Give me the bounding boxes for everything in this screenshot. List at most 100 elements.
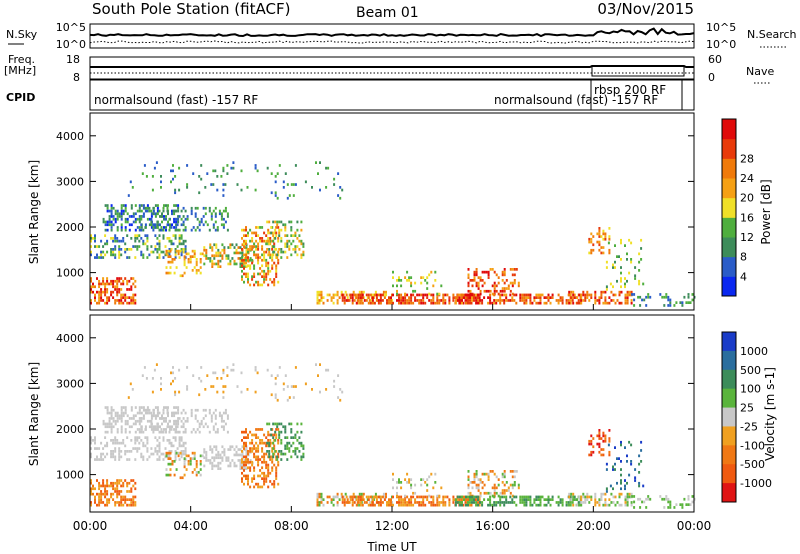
- velocity-cell: [126, 503, 129, 507]
- velocity-cell: [501, 472, 504, 476]
- velocity-cell: [162, 452, 165, 456]
- power-cell: [224, 220, 227, 224]
- velocity-cell: [257, 436, 260, 439]
- power-cell: [155, 161, 158, 164]
- velocity-cell: [545, 503, 548, 507]
- velocity-cell: [253, 466, 256, 470]
- velocity-cell: [537, 495, 540, 499]
- velocity-cell: [155, 363, 158, 366]
- velocity-cell: [116, 414, 119, 418]
- velocity-cell: [132, 501, 135, 504]
- power-cell: [280, 239, 283, 243]
- power-cell: [590, 237, 593, 241]
- velocity-cell: [519, 495, 522, 499]
- power-cell: [663, 304, 666, 307]
- power-cell: [142, 204, 145, 207]
- velocity-cell: [112, 498, 115, 501]
- power-cell: [138, 228, 141, 232]
- velocity-cell: [174, 450, 177, 453]
- velocity-cell: [261, 447, 264, 450]
- power-cell: [667, 295, 670, 299]
- power-cell: [274, 228, 277, 232]
- velocity-cell: [212, 411, 215, 415]
- velocity-cell: [118, 441, 121, 445]
- power-cell: [217, 251, 220, 255]
- velocity-cell: [120, 411, 123, 415]
- power-cell: [251, 239, 254, 243]
- power-cell: [219, 251, 222, 255]
- velocity-cell: [400, 495, 403, 499]
- power-cell: [106, 277, 109, 280]
- colorbar-tick-label: 28: [740, 152, 754, 165]
- velocity-cell: [375, 501, 378, 504]
- power-cell: [573, 296, 576, 299]
- power-cell: [267, 264, 270, 268]
- velocity-cell: [104, 503, 107, 507]
- power-cell: [503, 281, 506, 285]
- power-cell: [180, 237, 183, 240]
- velocity-cell: [322, 498, 325, 501]
- power-cell: [184, 245, 187, 248]
- power-cell: [396, 279, 398, 282]
- velocity-cell: [90, 455, 92, 459]
- velocity-cell: [245, 463, 247, 467]
- nsearch-label: N.Search: [747, 28, 797, 41]
- power-cell: [223, 246, 226, 249]
- velocity-cell: [477, 478, 480, 481]
- velocity-cell: [90, 439, 92, 442]
- velocity-cell: [497, 483, 500, 487]
- velocity-cell: [271, 469, 274, 472]
- velocity-cell: [176, 425, 179, 429]
- velocity-cell: [106, 452, 109, 456]
- power-cell: [605, 288, 608, 291]
- power-cell: [523, 296, 526, 299]
- velocity-cell: [292, 385, 295, 388]
- velocity-cell: [229, 461, 232, 465]
- power-cell: [172, 242, 175, 246]
- power-cell: [645, 295, 648, 299]
- velocity-cell: [161, 422, 163, 426]
- velocity-cell: [255, 455, 258, 459]
- power-cell: [189, 255, 192, 258]
- power-cell: [513, 293, 516, 297]
- velocity-cell: [219, 467, 222, 470]
- velocity-cell: [261, 439, 264, 442]
- power-cell: [226, 164, 229, 167]
- velocity-cell: [549, 503, 552, 507]
- velocity-cell: [263, 458, 266, 461]
- velocity-cell: [106, 492, 109, 496]
- power-cell: [253, 267, 256, 270]
- velocity-cell: [114, 414, 117, 418]
- velocity-cell: [239, 448, 242, 451]
- velocity-cell: [294, 447, 297, 450]
- velocity-cell: [328, 495, 331, 499]
- velocity-cell: [154, 450, 157, 453]
- power-cell: [404, 301, 407, 305]
- velocity-cell: [177, 408, 180, 412]
- power-cell: [476, 299, 479, 302]
- power-cell: [162, 228, 165, 232]
- velocity-cell: [620, 503, 623, 507]
- power-cell: [158, 253, 161, 257]
- velocity-cell: [245, 430, 247, 434]
- velocity-cell: [361, 498, 364, 501]
- power-cell: [112, 239, 115, 243]
- velocity-cell: [269, 480, 272, 483]
- velocity-cell: [94, 498, 96, 501]
- velocity-cell: [92, 492, 94, 496]
- power-cell: [108, 215, 111, 218]
- power-cell: [381, 299, 384, 302]
- velocity-cell: [171, 414, 173, 418]
- velocity-cell: [479, 481, 482, 484]
- velocity-cell: [432, 503, 435, 507]
- power-cell: [100, 250, 103, 254]
- velocity-cell: [503, 475, 506, 479]
- velocity-cell: [620, 492, 623, 496]
- velocity-cell: [132, 479, 135, 482]
- velocity-cell: [404, 478, 407, 481]
- power-cell: [265, 272, 268, 276]
- velocity-cell: [110, 430, 113, 434]
- power-cell: [519, 299, 522, 302]
- power-cell: [196, 206, 199, 210]
- power-cell: [106, 220, 109, 224]
